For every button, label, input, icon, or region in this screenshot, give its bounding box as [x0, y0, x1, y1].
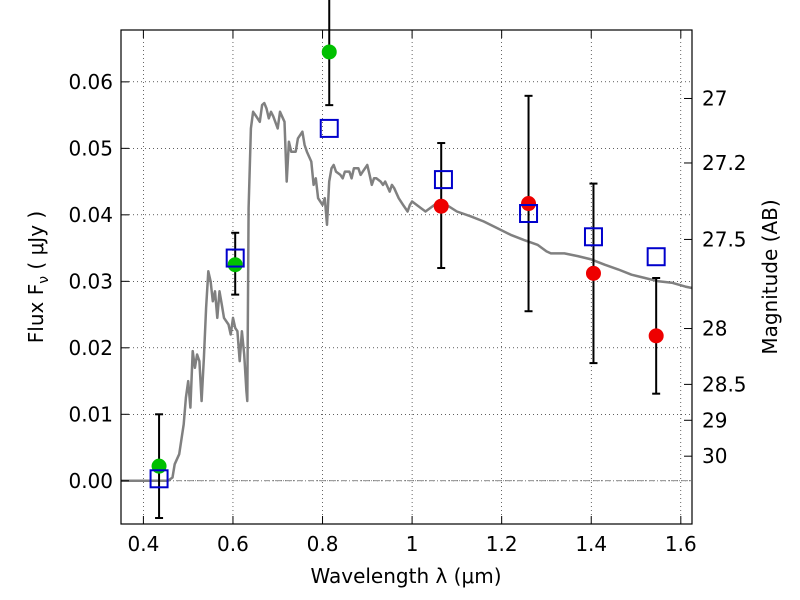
plot-frame [120, 29, 693, 525]
x-axis-label: Wavelength λ (μm) [310, 564, 501, 588]
circle-marker [227, 257, 243, 273]
x-tick-label: 0.6 [217, 532, 249, 556]
circle-marker [321, 44, 337, 60]
x-tick-label: 1.6 [665, 532, 697, 556]
y-tick-label: 0.04 [68, 203, 113, 227]
x-tick-label: 0.8 [307, 532, 339, 556]
circle-marker [585, 265, 601, 281]
data-markers [149, 44, 666, 489]
y-tick-label: 0.00 [68, 469, 113, 493]
x-tick-label: 1 [406, 532, 419, 556]
sed-model-line [121, 101, 693, 483]
circle-marker [151, 458, 167, 474]
y2-axis-label: Magnitude (AB) [758, 199, 782, 354]
square-marker [149, 469, 169, 489]
grid-lines [121, 30, 692, 524]
square-marker [433, 170, 453, 190]
square-marker [225, 248, 245, 268]
circle-marker [521, 196, 537, 212]
y-axis-label-subscript: ν [36, 276, 52, 284]
y-tick-label: 0.06 [68, 70, 113, 94]
axis-ticks [121, 30, 692, 524]
y2-tick-label: 27 [702, 86, 727, 110]
y-axis-label-main: Flux F [24, 284, 48, 343]
x-tick-label: 0.4 [127, 532, 159, 556]
y2-tick-label: 27.5 [702, 227, 747, 251]
y-axis-label: Flux Fν ( μJy ) [24, 211, 52, 343]
plot-area [121, 0, 693, 520]
y-tick-label: 0.03 [68, 269, 113, 293]
square-marker [519, 204, 539, 224]
y2-tick-label: 30 [702, 444, 727, 468]
y-tick-label: 0.01 [68, 402, 113, 426]
y-tick-label: 0.05 [68, 136, 113, 160]
y2-tick-label: 28.5 [702, 372, 747, 396]
tick-labels: 0.4 0.6 0.8 1 1.2 1.4 1.6 0.00 0.01 0.02 0.03 0.04 0… [68, 70, 746, 556]
square-marker [319, 118, 339, 138]
x-tick-label: 1.2 [486, 532, 518, 556]
y2-tick-label: 29 [702, 408, 727, 432]
circle-marker [648, 328, 664, 344]
y-tick-label: 0.02 [68, 336, 113, 360]
circle-marker [433, 198, 449, 214]
y2-tick-label: 27.2 [702, 151, 747, 175]
y-axis-label-unit: ( μJy ) [24, 211, 48, 276]
x-tick-label: 1.4 [575, 532, 607, 556]
square-marker [646, 247, 666, 267]
y2-tick-label: 28 [702, 317, 727, 341]
square-marker [583, 227, 603, 247]
